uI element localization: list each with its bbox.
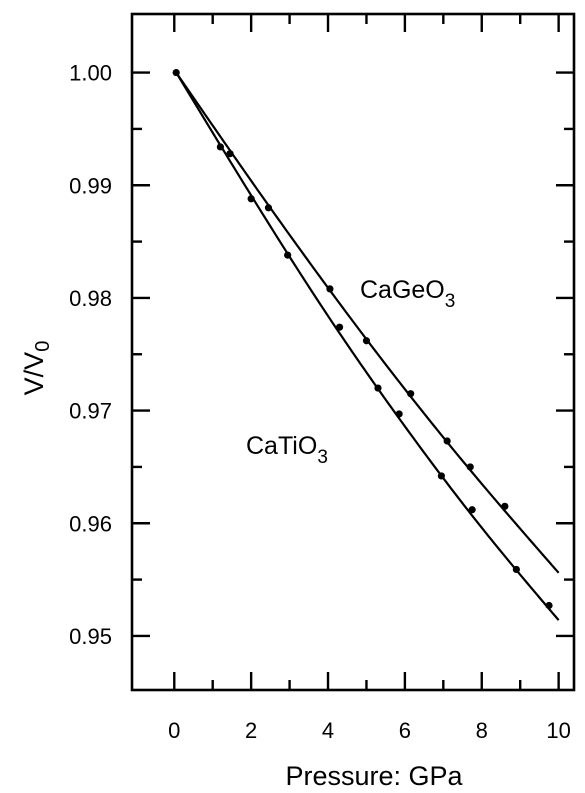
data-point-catio3 <box>395 410 403 418</box>
data-point-catio3 <box>512 565 520 574</box>
x-tick-label: 10 <box>546 718 570 743</box>
series-label-catio3: CaTiO3 <box>246 432 328 468</box>
fit-line-catio3 <box>175 72 560 621</box>
plot-border <box>130 12 576 692</box>
data-points <box>172 68 553 610</box>
data-point-cageo3 <box>264 204 273 212</box>
y-axis-ticks: 0.95 0.96 0.97 0.98 0.99 1.00 <box>69 61 574 649</box>
fit-line-cageo3 <box>175 71 560 574</box>
series-label-catio3-subscript: 3 <box>317 447 328 468</box>
data-point-cageo3 <box>226 150 234 158</box>
data-point-catio3 <box>216 143 224 151</box>
y-tick-label: 1.00 <box>69 61 112 86</box>
x-tick-label: 2 <box>245 718 257 743</box>
data-point-cageo3 <box>172 68 180 77</box>
y-tick-label: 0.98 <box>69 286 112 311</box>
y-axis-title-subscript: 0 <box>32 341 54 352</box>
x-axis-ticks: 0 2 4 6 8 10 <box>168 14 571 743</box>
data-point-cageo3 <box>326 285 334 293</box>
series-label-cageo3-main: CaGeO <box>360 276 445 304</box>
data-point-catio3 <box>374 384 382 392</box>
y-axis-title-main: V/V <box>19 352 49 396</box>
data-point-catio3 <box>284 251 292 259</box>
y-tick-label: 0.97 <box>69 399 112 424</box>
data-point-cageo3 <box>443 437 451 445</box>
x-tick-label: 6 <box>399 718 411 743</box>
x-axis-title: Pressure: GPa <box>285 761 463 791</box>
series-label-cageo3-subscript: 3 <box>445 291 456 312</box>
data-point-catio3 <box>247 195 255 203</box>
fit-lines <box>175 71 560 621</box>
series-label-cageo3: CaGeO3 <box>360 276 455 312</box>
plot-frame <box>130 12 576 692</box>
y-tick-label: 0.99 <box>69 173 112 198</box>
y-axis-title: V/V0 <box>19 341 54 396</box>
data-point-catio3 <box>545 601 553 610</box>
data-point-catio3 <box>468 506 476 514</box>
x-tick-label: 8 <box>476 718 488 743</box>
data-point-catio3 <box>437 472 445 480</box>
data-point-cageo3 <box>407 390 415 398</box>
data-point-cageo3 <box>362 337 371 345</box>
data-point-cageo3 <box>501 502 509 510</box>
data-point-cageo3 <box>466 463 474 471</box>
series-label-catio3-main: CaTiO <box>246 432 317 460</box>
y-tick-label: 0.96 <box>69 511 112 536</box>
x-tick-label: 0 <box>168 718 180 743</box>
x-tick-label: 4 <box>322 718 334 743</box>
y-tick-label: 0.95 <box>69 624 112 649</box>
data-point-catio3 <box>335 323 344 331</box>
